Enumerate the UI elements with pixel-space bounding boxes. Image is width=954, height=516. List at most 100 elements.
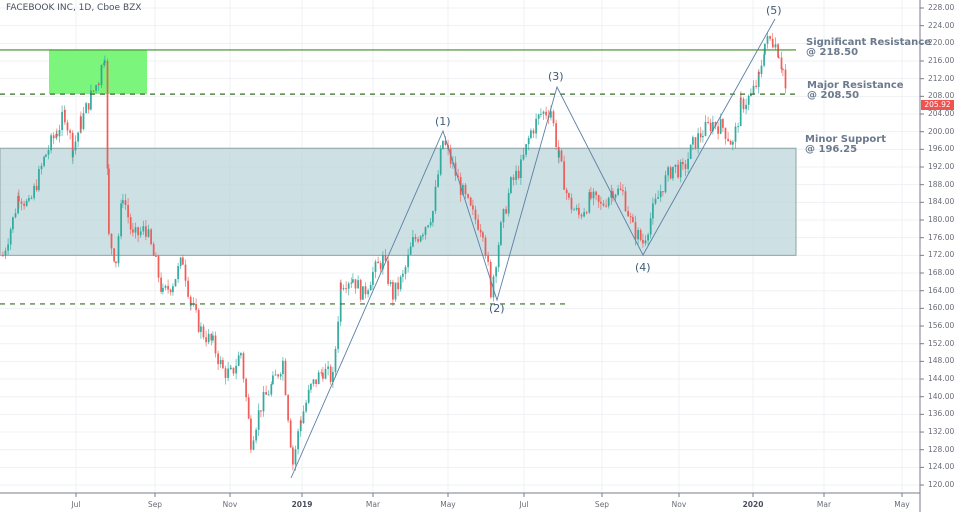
candle <box>174 278 177 287</box>
major-resistance-annotation[interactable]: Major Resistance @ 208.50 <box>807 81 904 101</box>
candle <box>419 235 422 243</box>
x-tick-label: Jul <box>71 500 81 509</box>
candle <box>432 210 434 227</box>
candle <box>590 187 592 201</box>
y-tick-label: 168.00 <box>928 268 954 278</box>
candle <box>18 189 20 209</box>
candle-body <box>217 353 219 365</box>
candle <box>270 381 273 397</box>
candle-body <box>113 248 115 262</box>
wave-label[interactable]: (5) <box>766 4 782 17</box>
candle <box>4 247 7 260</box>
candle <box>667 165 669 182</box>
candle <box>43 155 45 168</box>
candle <box>169 288 172 296</box>
candle <box>766 31 769 49</box>
candle-body <box>752 85 755 94</box>
candle-body <box>437 174 439 187</box>
candle-body <box>28 198 30 201</box>
candle <box>222 357 224 369</box>
minor-support-annotation[interactable]: Minor Support @ 196.25 <box>805 135 886 155</box>
candle-body <box>492 276 495 298</box>
candle <box>727 132 729 143</box>
candle <box>644 235 647 246</box>
candle <box>752 80 755 95</box>
candle-body <box>47 150 50 155</box>
candle-body <box>580 214 583 217</box>
candle-body <box>755 85 757 87</box>
candle-body <box>624 191 627 212</box>
candle-body <box>324 368 327 379</box>
wave-label[interactable]: (4) <box>635 261 651 274</box>
y-tick-label: 160.00 <box>928 303 954 313</box>
candle-body <box>409 246 412 255</box>
candle-body <box>505 209 507 214</box>
annotation-value: @ 218.50 <box>806 47 859 58</box>
candle-body <box>255 429 257 441</box>
y-tick-label: 188.00 <box>928 179 954 189</box>
candle-body <box>662 191 664 193</box>
candle-body <box>372 271 374 286</box>
candle <box>369 281 372 291</box>
candle <box>404 265 407 280</box>
candle <box>104 55 106 66</box>
candle-body <box>702 135 704 138</box>
x-tick-label: Jul <box>519 500 529 509</box>
wave-label[interactable]: (2) <box>489 302 505 315</box>
wave-label[interactable]: (1) <box>435 115 451 128</box>
candle <box>605 199 607 208</box>
candle <box>247 393 250 420</box>
candle <box>558 150 560 164</box>
candle-body <box>252 440 255 450</box>
candle <box>679 159 682 183</box>
candle-body <box>745 104 747 110</box>
candle-body <box>214 335 217 354</box>
candle-body <box>265 392 267 395</box>
candle-body <box>152 244 155 256</box>
candle <box>162 283 164 295</box>
significant-resistance-annotation[interactable]: Significant Resistance @ 218.50 <box>806 38 931 58</box>
candle <box>115 261 117 268</box>
candle <box>555 119 557 150</box>
candle-body <box>219 360 222 365</box>
candle-body <box>174 279 177 287</box>
candle-body <box>307 389 310 403</box>
candle <box>14 208 17 219</box>
candle <box>164 284 167 291</box>
candle <box>160 272 162 295</box>
candle <box>214 331 217 358</box>
support-zone <box>0 147 797 256</box>
candle-body <box>38 169 40 191</box>
candle <box>329 364 332 385</box>
candle <box>192 297 195 307</box>
candle-body <box>758 71 760 75</box>
candle <box>277 373 279 379</box>
candle-body <box>317 372 320 385</box>
candle <box>774 37 777 50</box>
candle-body <box>687 158 689 169</box>
y-tick-label: 136.00 <box>928 409 954 419</box>
candle-body <box>347 283 350 289</box>
candle-body <box>87 103 90 110</box>
candle-body <box>484 237 487 256</box>
candle <box>669 165 672 180</box>
candle <box>289 418 292 449</box>
symbol-title: FACEBOOK INC, 1D, Cboe BZX <box>6 3 142 13</box>
candle-body <box>103 62 105 65</box>
candle <box>742 97 745 113</box>
candle <box>297 428 299 455</box>
candle <box>227 362 229 382</box>
candle <box>379 260 382 273</box>
candle-body <box>424 227 427 235</box>
candle <box>224 365 227 385</box>
candle-body <box>320 372 323 374</box>
candle-body <box>772 44 774 48</box>
candle <box>20 198 23 211</box>
candle <box>394 282 397 302</box>
candle-body <box>134 227 137 233</box>
candle-body <box>558 150 560 158</box>
wave-label[interactable]: (3) <box>548 70 564 83</box>
candle-body <box>512 177 515 180</box>
